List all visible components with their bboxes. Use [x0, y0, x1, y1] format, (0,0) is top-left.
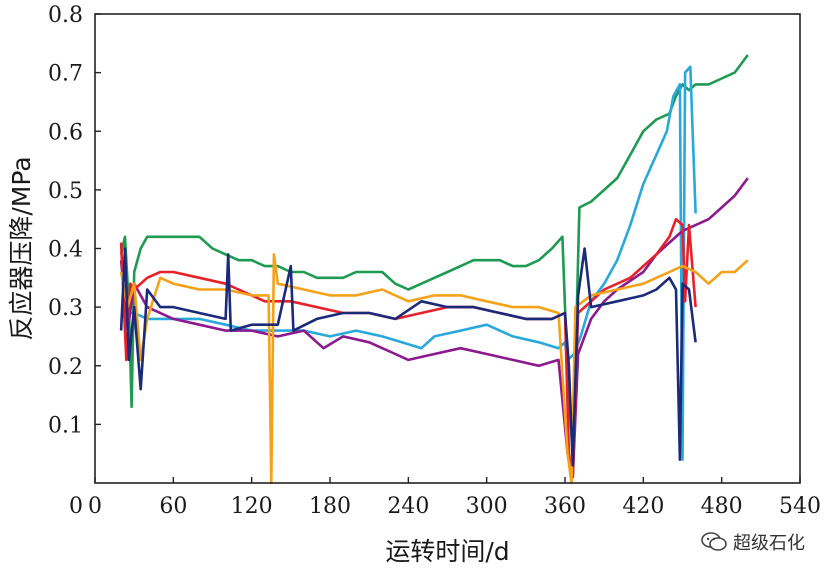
y-tick-label: 0.7 [48, 62, 83, 87]
series-line-3 [119, 177, 749, 479]
x-tick-label: 360 [544, 494, 586, 519]
x-tick-label: 420 [622, 494, 664, 519]
watermark-text: 超级石化 [733, 533, 805, 554]
x-tick-label: 60 [159, 494, 187, 519]
y-tick-label: 0.1 [48, 413, 83, 438]
x-tick-label: 0 [88, 494, 102, 519]
x-tick-label: 120 [231, 494, 273, 519]
y-axis: 0.1 0.2 0.3 0.4 0.5 0.6 0.7 0.8 0 [48, 3, 101, 519]
y-tick-label: 0.4 [48, 238, 83, 263]
x-tick-label: 240 [387, 494, 429, 519]
wechat-icon [701, 532, 727, 551]
x-tick-label: 300 [466, 494, 508, 519]
y-tick-label: 0.3 [48, 296, 83, 321]
y-tick-label: 0.6 [48, 120, 83, 145]
x-tick-label: 180 [309, 494, 351, 519]
series-line-6 [119, 247, 697, 467]
series-line-5 [119, 253, 749, 485]
series-line-2 [121, 65, 697, 461]
x-axis-title: 运转时间/d [385, 537, 509, 566]
watermark: 超级石化 [701, 529, 805, 555]
origin-label: 0 [69, 494, 83, 519]
series-line-4 [119, 217, 697, 479]
series-line-1 [119, 54, 749, 456]
y-axis-title: 反应器压降/MPa [7, 156, 36, 340]
y-tick-label: 0.8 [48, 3, 83, 28]
series-layer [119, 54, 749, 485]
x-axis: 0 60 120 180 240 300 360 420 480 540 [88, 477, 821, 519]
y-tick-label: 0.2 [48, 355, 83, 380]
x-tick-label: 540 [779, 494, 821, 519]
y-tick-label: 0.5 [48, 179, 83, 204]
x-tick-label: 480 [701, 494, 743, 519]
